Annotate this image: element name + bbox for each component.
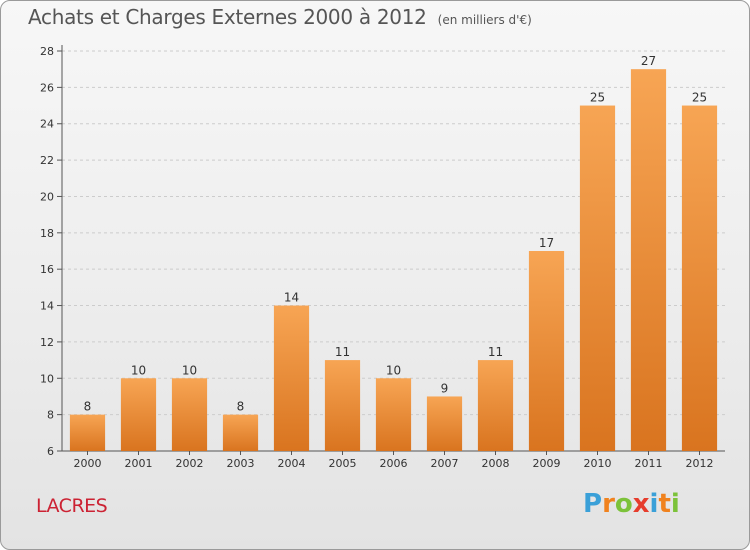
logo-letter: i bbox=[670, 489, 680, 519]
y-tick-label: 16 bbox=[40, 263, 54, 276]
y-tick-label: 8 bbox=[47, 409, 54, 422]
y-tick-label: 18 bbox=[40, 227, 54, 240]
bar-value-label: 10 bbox=[182, 363, 197, 377]
bar bbox=[477, 360, 514, 451]
x-tick-label: 2003 bbox=[227, 457, 255, 470]
bars bbox=[69, 69, 718, 451]
logo-letter: x bbox=[632, 489, 650, 519]
bar bbox=[426, 396, 463, 451]
bar bbox=[273, 305, 310, 451]
y-tick-label: 24 bbox=[40, 118, 54, 131]
bar bbox=[222, 414, 259, 451]
logo-letter: P bbox=[583, 489, 603, 519]
logo-letter: t bbox=[658, 489, 671, 519]
y-tick-label: 6 bbox=[47, 445, 54, 458]
x-tick-label: 2009 bbox=[533, 457, 561, 470]
place-name: LACRES bbox=[36, 495, 108, 517]
bar-value-label: 11 bbox=[335, 345, 350, 359]
bar-value-label: 10 bbox=[131, 363, 146, 377]
chart-title: Achats et Charges Externes 2000 à 2012 bbox=[28, 5, 427, 29]
bar bbox=[120, 378, 157, 451]
bar-value-label: 9 bbox=[441, 381, 449, 395]
x-tick-label: 2005 bbox=[329, 457, 357, 470]
bar-value-label: 10 bbox=[386, 363, 401, 377]
bar bbox=[528, 251, 565, 451]
bar bbox=[681, 105, 718, 451]
x-tick-label: 2004 bbox=[278, 457, 306, 470]
x-tick-label: 2007 bbox=[431, 457, 459, 470]
grid-lines bbox=[62, 50, 725, 416]
bar bbox=[630, 69, 667, 451]
proxiti-logo[interactable]: Proxiti bbox=[583, 489, 680, 519]
bar-value-label: 8 bbox=[84, 400, 92, 414]
bar-value-label: 25 bbox=[692, 91, 707, 105]
bar bbox=[324, 360, 361, 451]
bar bbox=[579, 105, 616, 451]
x-tick-label: 2000 bbox=[74, 457, 102, 470]
data-labels: 8 10 10 8 14 11 10 9 11 17 25 27 25 bbox=[84, 54, 707, 413]
y-tick-label: 26 bbox=[40, 81, 54, 94]
bar-value-label: 11 bbox=[488, 345, 503, 359]
title-row: Achats et Charges Externes 2000 à 2012 (… bbox=[28, 5, 532, 29]
y-tick-label: 28 bbox=[40, 45, 54, 58]
y-tick-label: 22 bbox=[40, 154, 54, 167]
x-tick-label: 2012 bbox=[686, 457, 714, 470]
y-tick-label: 14 bbox=[40, 300, 54, 313]
x-tick-label: 2008 bbox=[482, 457, 510, 470]
logo-letter: i bbox=[649, 489, 659, 519]
bar-value-label: 14 bbox=[284, 291, 299, 305]
x-tick-label: 2010 bbox=[584, 457, 612, 470]
bar bbox=[171, 378, 208, 451]
chart-unit: (en milliers d'€) bbox=[437, 13, 532, 27]
bar bbox=[375, 378, 412, 451]
x-tick-label: 2011 bbox=[635, 457, 663, 470]
bar-value-label: 8 bbox=[237, 400, 245, 414]
logo-letter: o bbox=[614, 489, 633, 519]
bar-value-label: 25 bbox=[590, 91, 605, 105]
bar bbox=[69, 414, 106, 451]
bar-value-label: 17 bbox=[539, 236, 554, 250]
y-tick-label: 10 bbox=[40, 372, 54, 385]
bar-value-label: 27 bbox=[641, 54, 656, 68]
y-tick-label: 20 bbox=[40, 190, 54, 203]
x-tick-label: 2001 bbox=[125, 457, 153, 470]
x-tick-label: 2006 bbox=[380, 457, 408, 470]
y-tick-label: 12 bbox=[40, 336, 54, 349]
logo-letter: r bbox=[602, 489, 615, 519]
x-tick-label: 2002 bbox=[176, 457, 204, 470]
